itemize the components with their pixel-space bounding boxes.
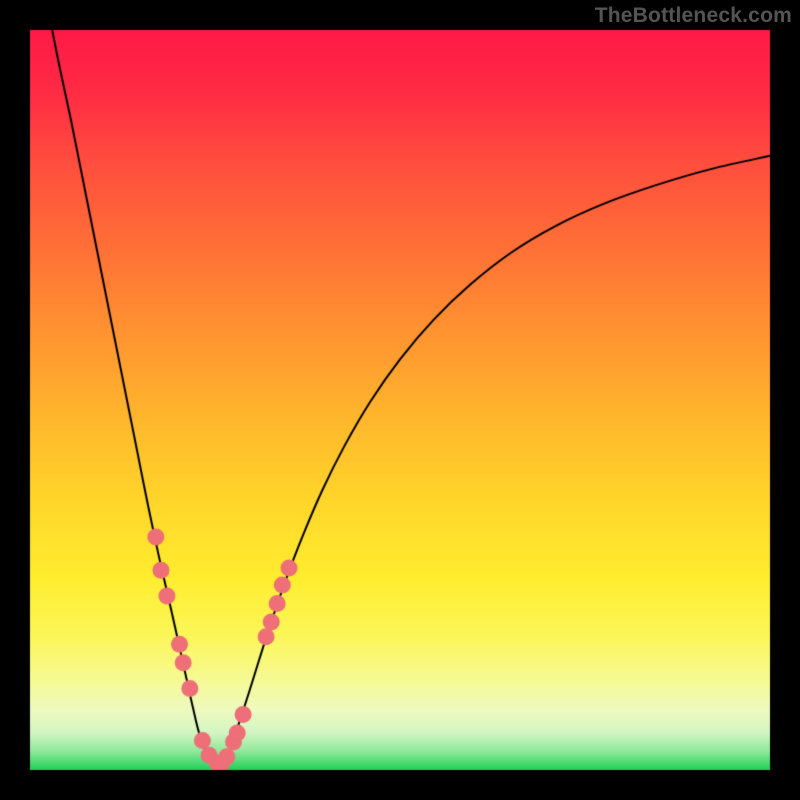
chart-root: TheBottleneck.com — [0, 0, 800, 800]
bottleneck-curve-plot — [0, 0, 800, 800]
watermark-text: TheBottleneck.com — [595, 4, 792, 28]
